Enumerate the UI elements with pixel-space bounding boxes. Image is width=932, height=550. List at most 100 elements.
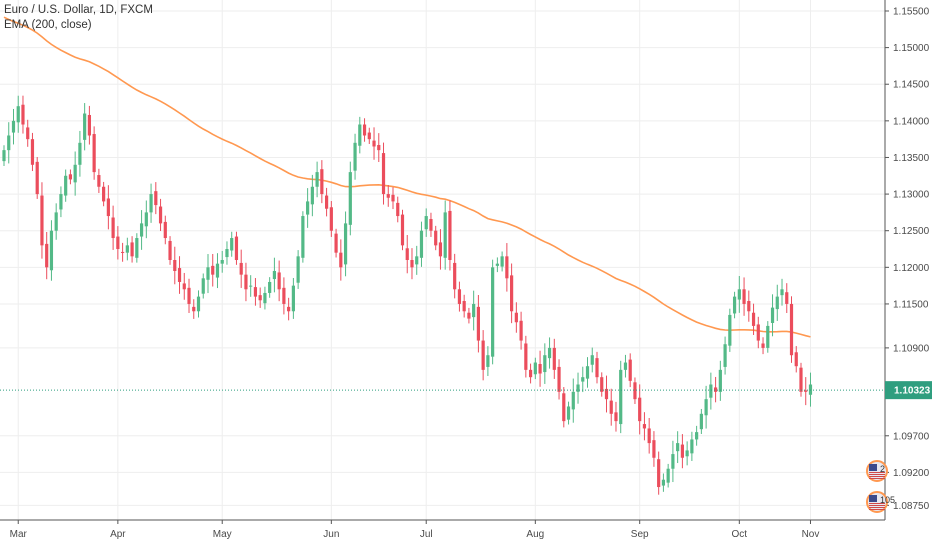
- candle-body: [377, 145, 381, 151]
- candle-body: [306, 201, 310, 215]
- candle-body: [751, 312, 756, 326]
- symbol-title[interactable]: Euro / U.S. Dollar, 1D, FXCM: [4, 4, 153, 16]
- candle-body: [182, 283, 186, 290]
- candle-body: [747, 301, 751, 312]
- candle-body: [310, 186, 314, 205]
- candle-body: [552, 347, 556, 370]
- candle-body: [728, 314, 732, 346]
- candle-body: [510, 275, 514, 312]
- ema-200-line: [3, 16, 811, 338]
- price-axis[interactable]: 1.15500 1.15000 1.14500 1.14000 1.13500 1.130…: [885, 6, 930, 512]
- grid: [0, 0, 885, 520]
- current-price-tag: 1.10323: [885, 381, 932, 400]
- candlesticks[interactable]: [2, 95, 813, 495]
- candle-body: [789, 303, 794, 356]
- price-tick-label: 1.09200: [893, 468, 930, 479]
- candle-body: [638, 397, 642, 422]
- price-tick-label: 1.14000: [893, 116, 930, 127]
- candle-body: [562, 393, 566, 422]
- chart-legend: Euro / U.S. Dollar, 1D, FXCM EMA (200, c…: [4, 3, 153, 33]
- candle-body: [386, 194, 390, 198]
- candle-body: [614, 412, 618, 422]
- candle-body: [766, 325, 770, 348]
- candle-body: [723, 344, 727, 367]
- candle-body: [234, 236, 239, 260]
- candle-body: [339, 252, 343, 268]
- flag-canton: [869, 495, 877, 502]
- candle-body: [434, 230, 438, 246]
- candle-body: [301, 216, 305, 258]
- candle-body: [282, 287, 286, 304]
- candle-body: [609, 400, 613, 414]
- ema-line: [3, 16, 811, 338]
- flag-stripe: [869, 478, 885, 479]
- candle-body: [438, 242, 443, 257]
- candle-body: [187, 287, 191, 304]
- candle-body: [225, 249, 229, 258]
- candle-body: [808, 384, 813, 395]
- candle-body: [533, 362, 537, 375]
- candle-body: [320, 169, 324, 195]
- price-tick-label: 1.14500: [893, 80, 930, 91]
- candle-body: [329, 207, 333, 231]
- candle-body: [737, 289, 741, 300]
- candle-body: [35, 161, 39, 195]
- candle-body: [756, 324, 760, 341]
- candle-body: [714, 387, 718, 392]
- candle-body: [742, 289, 746, 304]
- candle-body: [405, 248, 409, 260]
- candle-body: [73, 164, 77, 183]
- candle-body: [196, 296, 201, 312]
- candle-body: [623, 362, 628, 370]
- candle-body: [21, 104, 25, 125]
- candle-body: [177, 268, 182, 282]
- flag-usa-icon[interactable]: 2: [866, 460, 888, 482]
- time-axis[interactable]: Mar Apr May Jun Jul Aug Sep Oct Nov: [10, 520, 820, 540]
- candle-body: [149, 194, 153, 213]
- flag-stripe: [869, 503, 885, 504]
- candle-body: [158, 206, 163, 224]
- candle-body: [348, 172, 352, 225]
- candle-body: [372, 140, 376, 147]
- candle-body: [467, 312, 471, 319]
- candle-body: [453, 262, 457, 290]
- candle-body: [253, 287, 258, 297]
- candle-body: [125, 245, 129, 253]
- candle-body: [206, 267, 210, 280]
- candle-body: [472, 303, 476, 318]
- candle-body: [462, 301, 466, 312]
- candle-body: [505, 256, 509, 279]
- price-tick-label: 1.10900: [893, 343, 930, 354]
- candle-body: [59, 194, 63, 210]
- candle-body: [676, 443, 680, 452]
- candle-body: [476, 306, 480, 341]
- candle-body: [528, 369, 533, 378]
- candle-body: [775, 296, 779, 310]
- candle-body: [761, 343, 765, 348]
- candle-body: [704, 399, 708, 416]
- candle-body: [785, 292, 789, 304]
- candle-body: [362, 124, 367, 136]
- candle-body: [709, 384, 713, 398]
- candle-body: [154, 191, 158, 206]
- economic-events[interactable]: 2 105: [866, 460, 895, 513]
- candle-body: [400, 214, 405, 246]
- candle-body: [718, 369, 722, 392]
- candle-body: [87, 114, 91, 136]
- price-tick-label: 1.08750: [893, 501, 930, 512]
- candle-body: [83, 113, 87, 140]
- candle-body: [296, 256, 300, 283]
- candle-body: [334, 233, 338, 253]
- candle-body: [324, 195, 329, 209]
- candle-body: [192, 306, 196, 312]
- indicator-label[interactable]: EMA (200, close): [4, 19, 92, 31]
- candle-body: [699, 413, 703, 430]
- time-tick-label: May: [213, 529, 232, 540]
- candle-body: [628, 359, 632, 381]
- flag-usa-icon[interactable]: 105: [866, 491, 895, 513]
- candle-body: [135, 238, 139, 258]
- price-tick-label: 1.15500: [893, 6, 930, 17]
- candle-body: [215, 263, 220, 278]
- candle-body: [26, 127, 30, 140]
